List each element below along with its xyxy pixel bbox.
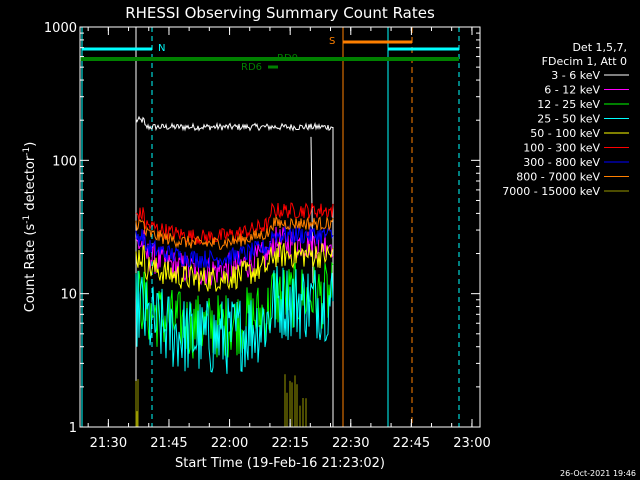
x-tick-label-1: 21:45 [150, 436, 187, 451]
y-axis-label-sup1: -1 [22, 215, 32, 224]
legend-header-0: Det 1,5,7, [572, 41, 627, 54]
legend-label-6: 300 - 800 keV [523, 156, 600, 169]
x-tick-label-6: 23:00 [453, 436, 490, 451]
series-6 [135, 225, 334, 268]
y-tick-label-1: 10 [60, 288, 77, 303]
plot-frame [79, 26, 481, 428]
footer-timestamp: 26-Oct-2021 19:46 [560, 469, 636, 478]
y-axis-label: Count Rate (s-1 detector-1) [22, 142, 38, 313]
series-7-line [135, 215, 334, 250]
x-tick-label-3: 22:15 [271, 436, 308, 451]
series-3 [135, 266, 334, 374]
legend-label-3: 25 - 50 keV [537, 113, 600, 126]
y-axis-label-part2: detector [23, 155, 38, 215]
legend-label-2: 12 - 25 keV [537, 98, 600, 111]
x-tick-label-0: 21:30 [90, 436, 127, 451]
legend-header-1: FDecim 1, Att 0 [542, 55, 627, 68]
series-0-line [135, 115, 334, 132]
x-tick-label-5: 22:45 [393, 436, 430, 451]
series-8 [135, 374, 307, 427]
legend-label-0: 3 - 6 keV [551, 69, 600, 82]
series-7 [135, 215, 334, 250]
series-4-line [135, 241, 334, 292]
legend-label-8: 7000 - 15000 keV [502, 185, 600, 198]
legend-label-7: 800 - 7000 keV [516, 171, 600, 184]
x-axis-label: Start Time (19-Feb-16 21:23:02) [175, 456, 385, 471]
y-axis-label-part1: Count Rate (s [23, 224, 38, 313]
legend-label-1: 6 - 12 keV [544, 84, 600, 97]
y-tick-label-2: 100 [52, 154, 77, 169]
legend-label-5: 100 - 300 keV [523, 142, 600, 155]
y-tick-label-3: 1000 [44, 21, 77, 36]
y-axis-label-sup2: -1 [22, 147, 32, 156]
annotation-rd6: RD6 [241, 62, 262, 73]
legend-label-4: 50 - 100 keV [530, 127, 600, 140]
annotation-rd0: RD0 [277, 53, 298, 64]
series-3-line [135, 266, 334, 374]
y-tick-label-0: 1 [69, 421, 77, 436]
series-4 [135, 241, 334, 292]
chart-title: RHESSI Observing Summary Count Rates [125, 4, 435, 22]
annotation-s: S [329, 36, 335, 47]
series-6-line [135, 225, 334, 268]
x-tick-label-4: 22:30 [332, 436, 369, 451]
y-axis-label-part3: ) [23, 142, 38, 147]
x-tick-label-2: 22:00 [211, 436, 248, 451]
annotation-n: N [158, 43, 165, 54]
